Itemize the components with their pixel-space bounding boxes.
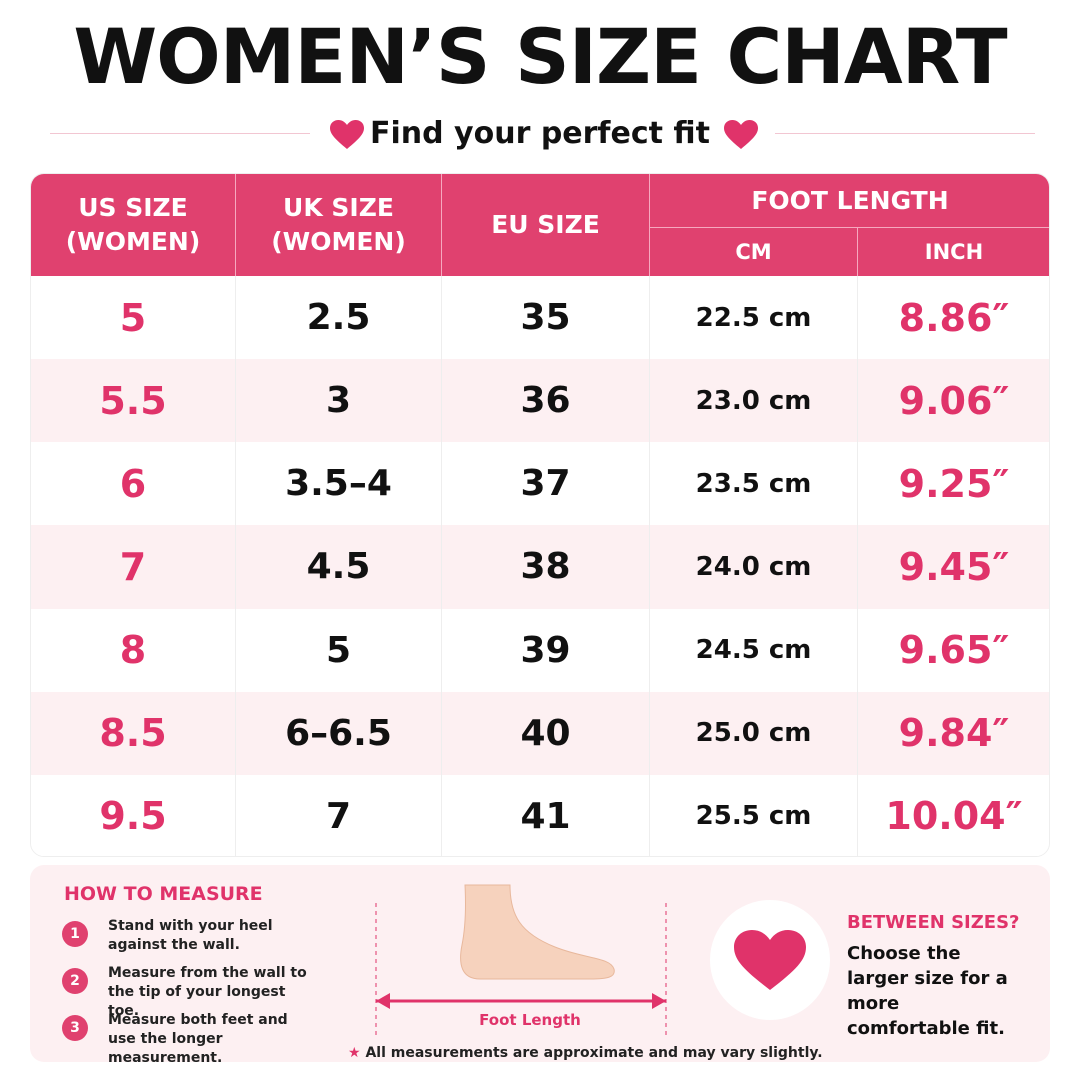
group-header: FOOT LENGTH bbox=[650, 174, 1049, 228]
table-row bbox=[31, 359, 1049, 443]
heart-icon bbox=[734, 930, 806, 990]
table-cell: 3 bbox=[236, 359, 442, 443]
table-cell: 24.0 cm bbox=[650, 525, 858, 609]
table-cell: 36 bbox=[442, 359, 650, 443]
info-panel: HOW TO MEASURE 1 Stand with your heel aga… bbox=[30, 865, 1050, 1066]
table-cell: 9.06″ bbox=[858, 359, 1049, 442]
heart-icon bbox=[724, 120, 758, 149]
section-title: HOW TO MEASURE bbox=[64, 883, 263, 905]
column-header: UK SIZE (WOMEN) bbox=[236, 174, 442, 276]
table-cell: 9.25″ bbox=[858, 442, 1049, 525]
table-cell: 41 bbox=[442, 774, 650, 856]
step-number: 3 bbox=[62, 1015, 88, 1041]
table-cell: 8.86″ bbox=[858, 276, 1049, 359]
table-cell: 8 bbox=[31, 608, 236, 692]
heart-icon bbox=[330, 120, 364, 149]
table-cell: 8.5 bbox=[31, 691, 236, 775]
table-cell: 9.84″ bbox=[858, 692, 1049, 775]
foot-diagram bbox=[375, 884, 667, 1035]
sub-header: CM bbox=[650, 228, 858, 276]
step-number: 1 bbox=[62, 921, 88, 947]
subtitle: Find your perfect fit bbox=[370, 116, 710, 151]
table-cell: 3.5–4 bbox=[236, 442, 442, 526]
table-cell: 9.45″ bbox=[858, 525, 1049, 608]
heart-badge bbox=[710, 900, 830, 1020]
between-title: BETWEEN SIZES? bbox=[847, 912, 1020, 933]
table-cell: 25.0 cm bbox=[650, 691, 858, 775]
table-cell: 7 bbox=[31, 525, 236, 609]
table-cell: 23.0 cm bbox=[650, 359, 858, 443]
divider bbox=[50, 133, 310, 134]
step-text: Stand with your heel against the wall. bbox=[108, 918, 273, 953]
table-cell: 5 bbox=[236, 608, 442, 692]
table-row bbox=[31, 276, 1049, 360]
table-cell: 6–6.5 bbox=[236, 691, 442, 775]
size-table: US SIZE (WOMEN) UK SIZE (WOMEN) EU SIZE FOO… bbox=[30, 173, 1050, 857]
table-row bbox=[31, 525, 1049, 609]
table-cell: 22.5 cm bbox=[650, 276, 858, 360]
footnote-text: All measurements are approximate and may… bbox=[365, 1045, 823, 1061]
sub-header: INCH bbox=[858, 228, 1049, 276]
table-cell: 37 bbox=[442, 442, 650, 526]
table-cell: 2.5 bbox=[236, 276, 442, 360]
table-row bbox=[31, 691, 1049, 775]
table-row bbox=[31, 608, 1049, 692]
table-cell: 23.5 cm bbox=[650, 442, 858, 526]
table-cell: 24.5 cm bbox=[650, 608, 858, 692]
step-text: Measure from the wall to the tip of your… bbox=[108, 965, 307, 1019]
step-number: 2 bbox=[62, 968, 88, 994]
star-icon: ★ bbox=[348, 1045, 366, 1061]
step-text: Measure both feet and use the longer mea… bbox=[108, 1012, 288, 1066]
table-cell: 40 bbox=[442, 691, 650, 775]
column-header: EU SIZE bbox=[442, 174, 650, 276]
title: WOMEN’S SIZE CHART bbox=[73, 12, 1007, 101]
between-text: Choose the larger size for a more comfor… bbox=[847, 943, 1008, 1039]
table-cell: 6 bbox=[31, 442, 236, 526]
table-cell: 10.04″ bbox=[858, 775, 1049, 856]
table-cell: 5.5 bbox=[31, 359, 236, 443]
table-cell: 5 bbox=[31, 276, 236, 360]
table-cell: 7 bbox=[236, 774, 442, 856]
table-cell: 38 bbox=[442, 525, 650, 609]
table-row bbox=[31, 442, 1049, 526]
table-cell: 4.5 bbox=[236, 525, 442, 609]
divider bbox=[775, 133, 1035, 134]
table-cell: 25.5 cm bbox=[650, 774, 858, 856]
table-row bbox=[31, 774, 1049, 856]
diagram-label: Foot Length bbox=[479, 1011, 581, 1029]
column-header: US SIZE (WOMEN) bbox=[31, 174, 236, 276]
table-cell: 39 bbox=[442, 608, 650, 692]
table-cell: 9.5 bbox=[31, 774, 236, 856]
footnote: ★ All measurements are approximate and m… bbox=[348, 1045, 823, 1061]
table-cell: 35 bbox=[442, 276, 650, 360]
table-cell: 9.65″ bbox=[858, 609, 1049, 692]
